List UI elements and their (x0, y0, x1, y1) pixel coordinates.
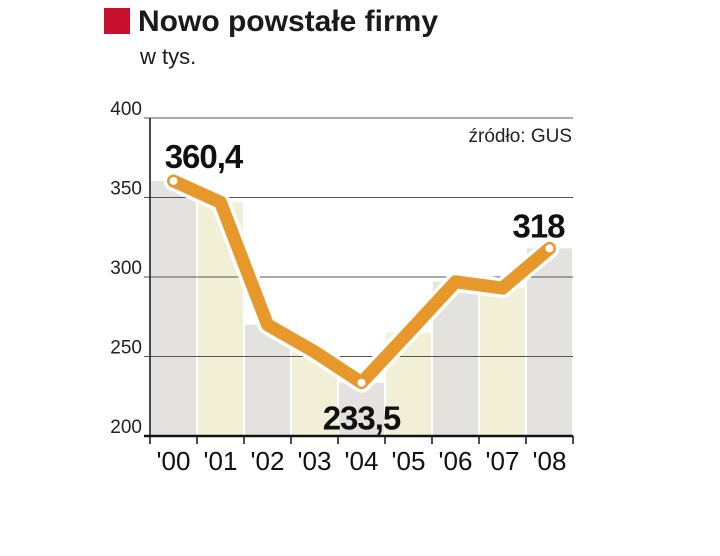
data-label: 233,5 (323, 400, 401, 437)
y-tick-label: 400 (110, 99, 142, 120)
x-tick-label: '08 (533, 446, 567, 476)
y-axis-ticks: 200 250 300 350 400 (110, 99, 142, 438)
y-tick-label: 350 (110, 179, 142, 200)
background-band (480, 288, 525, 436)
data-point-marker (543, 242, 556, 255)
data-labels: 360,4 233,5 318 (165, 138, 566, 437)
x-tick-label: '01 (204, 446, 238, 476)
title-accent-square (104, 8, 130, 34)
y-tick-label: 300 (110, 258, 142, 279)
x-tick-label: '00 (157, 446, 191, 476)
y-tick-label: 200 (110, 417, 142, 438)
data-label: 360,4 (165, 138, 244, 175)
chart-subtitle: w tys. (139, 44, 196, 69)
gridlines (144, 117, 573, 438)
background-bands (151, 180, 572, 436)
chart-title: Nowo powstałe firmy (138, 5, 438, 38)
series-line-group (163, 171, 560, 393)
x-tick-label: '02 (251, 446, 285, 476)
source-note: źródło: GUS (469, 126, 572, 147)
background-band (527, 248, 572, 436)
background-band (151, 180, 196, 436)
data-label: 318 (512, 207, 565, 244)
data-point-marker (167, 174, 180, 187)
data-point-marker (355, 376, 368, 389)
x-tick-label: '03 (298, 446, 332, 476)
y-tick-label: 250 (110, 338, 142, 359)
x-tick-label: '04 (345, 446, 379, 476)
x-tick-label: '06 (439, 446, 473, 476)
x-tick-label: '05 (392, 446, 426, 476)
x-axis-ticks: '00 '01 '02 '03 '04 '05 '06 '07 '08 (149, 436, 574, 476)
x-tick-label: '07 (486, 446, 520, 476)
